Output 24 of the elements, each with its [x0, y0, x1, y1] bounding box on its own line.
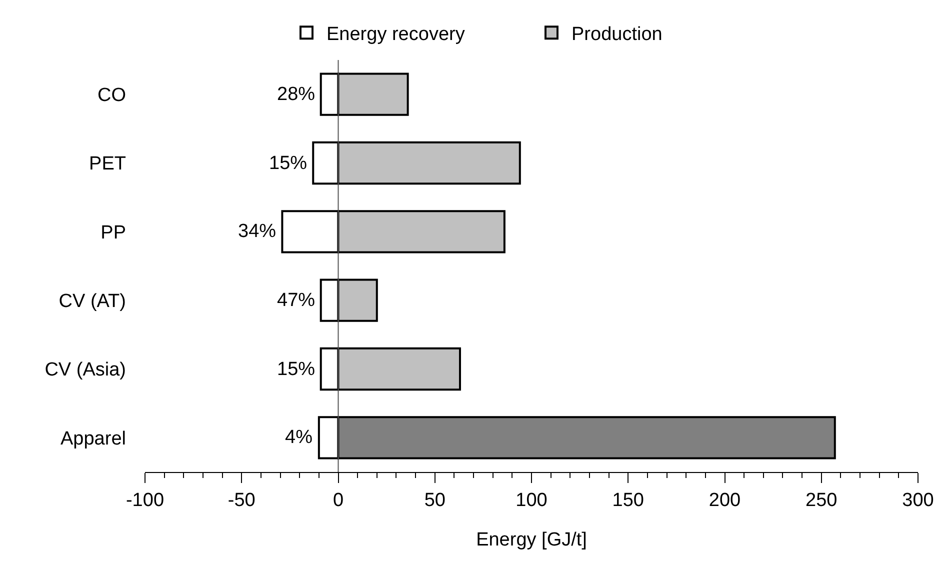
x-tick-label: 150 — [612, 490, 644, 511]
annotation: 15% — [277, 359, 316, 380]
x-tick-label: -100 — [126, 490, 164, 511]
annotation: 4% — [285, 427, 313, 448]
legend-label: Energy recovery — [326, 24, 466, 46]
y-tick-label: Apparel — [60, 428, 126, 450]
y-tick-label: CV (Asia) — [44, 360, 126, 381]
annotation: 28% — [277, 84, 316, 105]
x-tick-label: -50 — [228, 490, 256, 511]
x-tick-label: 100 — [516, 490, 548, 511]
annotation: 47% — [277, 290, 316, 311]
legend-label: Production — [572, 24, 662, 46]
x-axis-title: Energy [GJ/t] — [476, 530, 587, 551]
y-tick-label: PP — [100, 222, 126, 244]
annotation: 34% — [238, 221, 276, 242]
x-tick-label: 50 — [424, 490, 446, 511]
y-tick-label: PET — [89, 154, 126, 175]
x-tick-label: 0 — [332, 490, 344, 511]
x-tick-label: 300 — [902, 490, 934, 511]
x-tick-label: 200 — [708, 490, 741, 511]
x-tick-label: 250 — [806, 490, 838, 511]
annotation: 15% — [269, 153, 308, 174]
y-tick-label: CV (AT) — [58, 290, 126, 312]
y-tick-label: CO — [98, 84, 126, 106]
